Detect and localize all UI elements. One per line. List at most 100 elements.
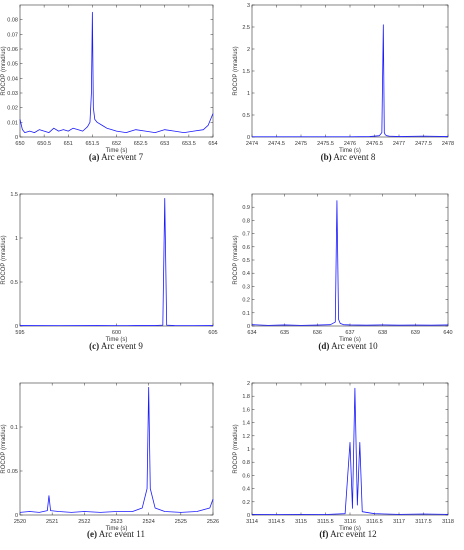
series-line [252, 24, 449, 138]
y-tick-label: 0 [247, 513, 250, 519]
x-tick-label: 2525 [175, 519, 187, 525]
x-tick-label: 2522 [78, 519, 90, 525]
plot-frame [19, 193, 214, 327]
x-tick-label: 2477 [393, 141, 405, 147]
plot-frame [19, 4, 214, 138]
y-tick-label: 1.8 [242, 394, 250, 400]
chart-panel-2: 2474 2474.5 2475 2475.5 2476 2476.5 2477 2477.5… [233, 3, 454, 154]
x-tick-label: 650.5 [37, 141, 51, 147]
caption-text: Arc event 10 [329, 341, 378, 351]
y-tick-label: 0.6 [242, 473, 250, 479]
y-tick-label: 1.6 [242, 407, 250, 413]
plot-frame [251, 4, 449, 138]
x-tick-label: 605 [208, 330, 217, 336]
y-tick-label: 0.5 [242, 258, 250, 264]
chart-panel-1: 650 650.5 651 651.5 652 652.5 653 653.5 654 0 0.01… [1, 4, 218, 154]
x-tick-label: 652.5 [134, 141, 148, 147]
y-tick-label: 1.5 [242, 69, 250, 75]
x-tick-label: 3117 [393, 519, 405, 525]
x-tick-label: 640 [443, 330, 452, 336]
x-tick-label: 2477.5 [415, 141, 432, 147]
series-line [251, 387, 449, 515]
y-tick-label: 0.5 [242, 113, 250, 119]
x-tick-label: 639 [411, 330, 420, 336]
x-tick-label: 3115.5 [317, 519, 333, 525]
y-tick-label: 0 [15, 513, 18, 519]
x-tick-label: 654 [208, 141, 217, 147]
x-tick-label: 638 [378, 330, 387, 336]
y-tick-label: 3 [247, 3, 250, 9]
series-line [19, 11, 214, 134]
chart-panel-4: 634 635 636 637 638 639 640 0 0.1 0.2 0.3 0.4 0.5 0.6… [233, 193, 453, 343]
x-tick-label: 653 [160, 141, 169, 147]
x-tick-label: 651.5 [85, 141, 99, 147]
y-axis-label: ROCOP (mrad/us) [233, 424, 239, 473]
x-tick-label: 595 [15, 330, 24, 336]
y-tick-label: 0.08 [7, 18, 18, 24]
caption-text: Arc event 9 [99, 341, 143, 351]
y-tick-label: 0.05 [7, 469, 18, 475]
caption-tag: (c) [89, 341, 100, 351]
x-axis-label: Time (s) [106, 526, 128, 532]
x-tick-label: 2521 [46, 519, 58, 525]
caption-tag: (b) [320, 152, 332, 162]
y-tick-label: 0 [247, 324, 250, 330]
caption-tag: (e) [87, 529, 98, 539]
x-tick-label: 637 [345, 330, 354, 336]
caption-text: Arc event 11 [97, 529, 145, 539]
x-axis-label: Time (s) [339, 526, 361, 532]
x-tick-label: 3117.5 [415, 519, 431, 525]
x-axis-label: Time (s) [106, 148, 128, 154]
x-tick-label: 650 [15, 141, 24, 147]
caption-text: Arc event 8 [331, 152, 376, 162]
x-tick-label: 653.5 [182, 141, 196, 147]
y-tick-label: 0.6 [242, 245, 250, 251]
x-tick-label: 600 [112, 330, 121, 336]
x-tick-label: 3116 [344, 519, 356, 525]
y-tick-label: 1 [15, 236, 18, 242]
panel-caption: (e) Arc event 11 [0, 529, 232, 539]
caption-tag: (f) [319, 529, 329, 539]
caption-tag: (a) [88, 152, 100, 162]
y-tick-label: 0.07 [7, 32, 18, 38]
x-tick-label: 651 [64, 141, 73, 147]
chart-panel-5: 2520 2521 2522 2523 2524 2525 2526 0 0.05 0.1 Time… [1, 382, 219, 532]
y-tick-label: 0.3 [242, 284, 250, 290]
x-axis-label: Time (s) [339, 337, 361, 343]
y-tick-label: 0.2 [242, 500, 250, 506]
y-tick-label: 0 [15, 135, 18, 141]
x-tick-label: 2524 [143, 519, 155, 525]
x-tick-label: 3114 [246, 519, 258, 525]
x-tick-label: 2476.5 [366, 141, 383, 147]
chart-panel-3: 595 600 605 0 0.5 1 1.5 Time (s) ROCOP (mrad/us) [1, 192, 218, 343]
caption-text: Arc event 12 [328, 529, 377, 539]
x-tick-label: 3116.5 [366, 519, 382, 525]
x-tick-label: 2478 [442, 141, 454, 147]
x-tick-label: 2474 [246, 141, 258, 147]
y-tick-label: 0 [247, 135, 250, 141]
y-tick-label: 0.05 [7, 62, 18, 68]
y-tick-label: 1.2 [242, 434, 250, 440]
y-tick-label: 0.8 [242, 460, 250, 466]
caption-tag: (d) [318, 341, 330, 351]
plot-frame [251, 193, 449, 327]
y-tick-label: 1.4 [242, 421, 250, 427]
y-tick-label: 0.4 [242, 487, 250, 493]
y-tick-label: 0.02 [7, 106, 18, 112]
chart-panel-6: 3114 3114.5 3115 3115.5 3116 3116.5 3117 3117.5… [233, 381, 454, 532]
series-line [19, 197, 214, 327]
y-tick-label: 0.9 [242, 205, 250, 211]
y-tick-label: 0.01 [7, 120, 18, 126]
x-tick-label: 2526 [207, 519, 219, 525]
x-tick-label: 635 [280, 330, 289, 336]
y-axis-label: ROCOP (mrad/us) [1, 46, 7, 95]
y-tick-label: 1 [247, 447, 250, 453]
y-tick-label: 0.03 [7, 91, 18, 97]
y-tick-label: 2.5 [242, 25, 250, 31]
x-tick-label: 3115 [295, 519, 307, 525]
series-line [19, 386, 214, 513]
x-tick-label: 634 [247, 330, 256, 336]
y-axis-label: ROCOP (mrad/us) [1, 424, 7, 473]
x-tick-label: 652 [112, 141, 121, 147]
